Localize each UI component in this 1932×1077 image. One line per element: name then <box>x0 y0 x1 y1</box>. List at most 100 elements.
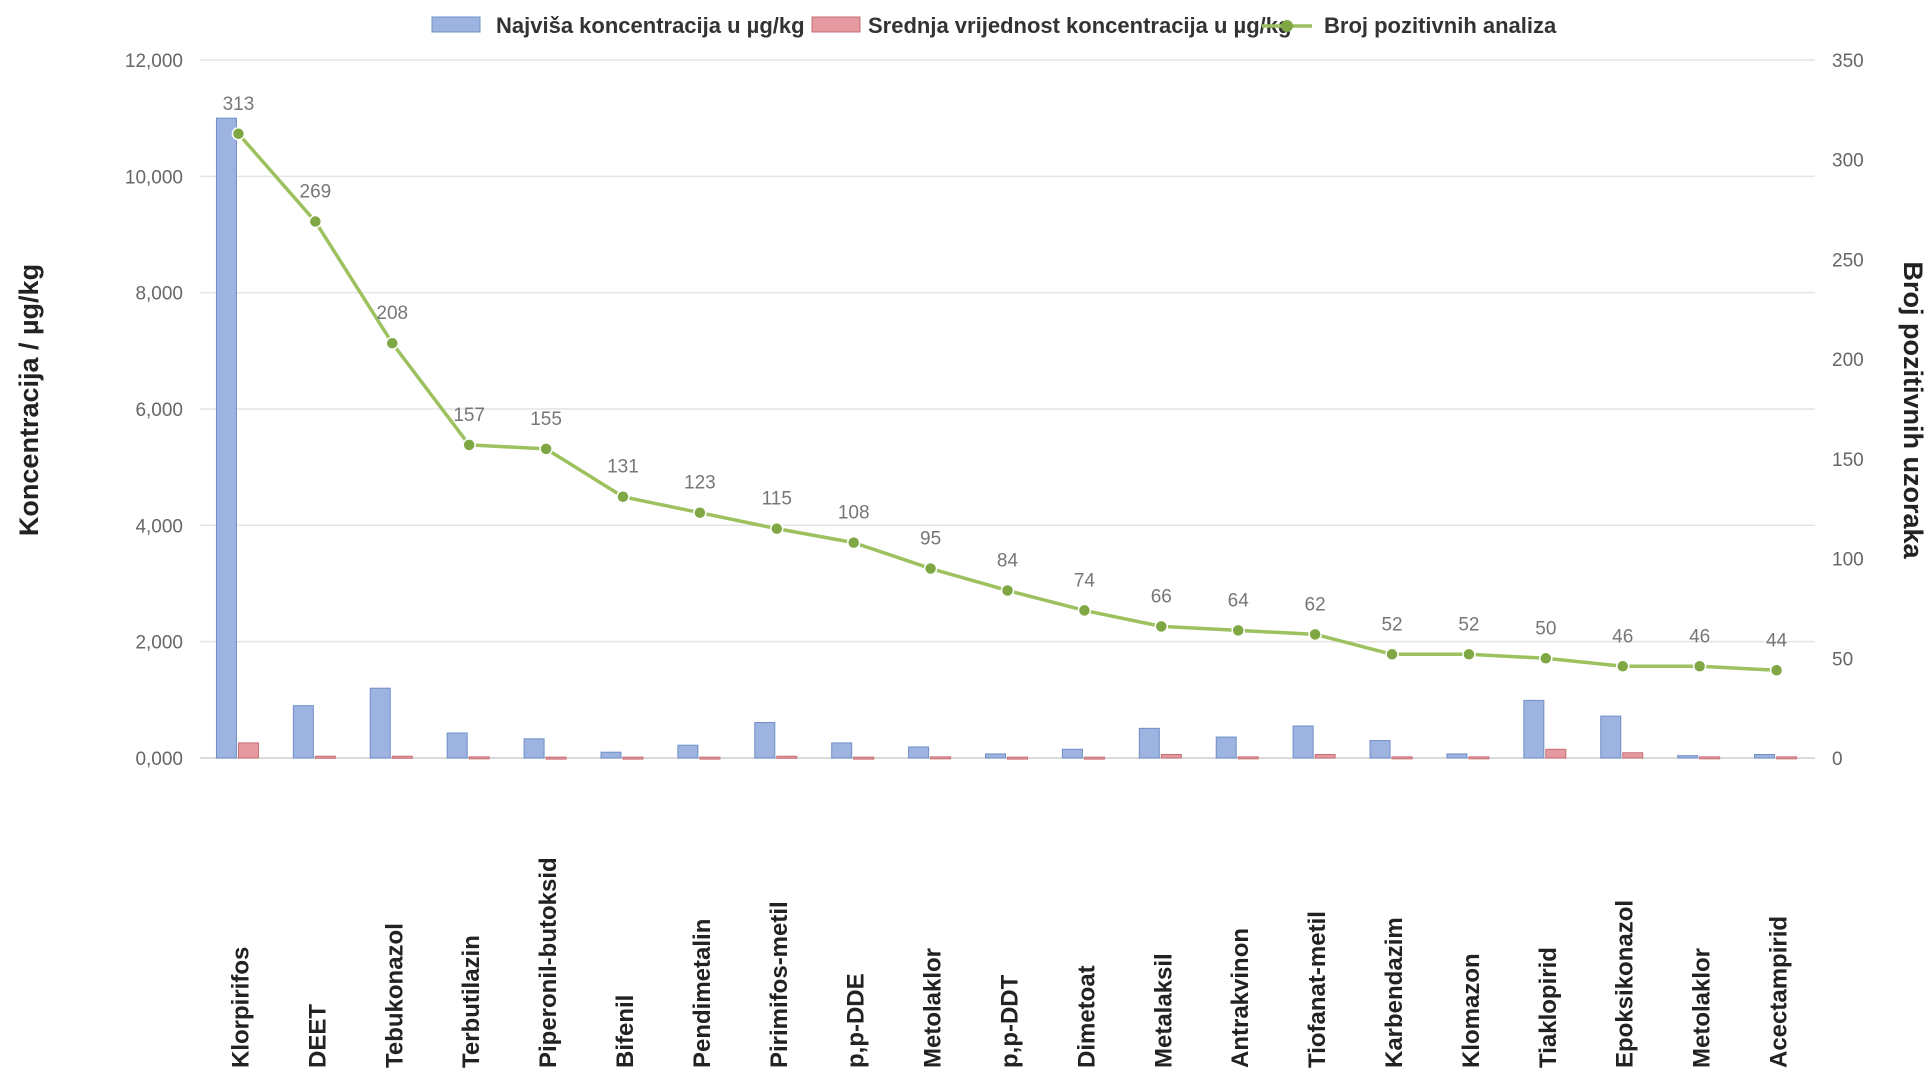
bar-mean-concentration <box>622 756 644 760</box>
line-point <box>1462 647 1476 662</box>
y2-tick-label: 50 <box>1832 649 1853 670</box>
line-point <box>462 438 476 452</box>
y2-tick-label: 300 <box>1832 151 1864 172</box>
data-label: 313 <box>223 94 255 115</box>
bar-max-concentration <box>215 117 237 759</box>
bar-max-concentration <box>831 742 853 759</box>
data-label: 208 <box>376 303 408 324</box>
line-point <box>1769 663 1784 678</box>
category-label: DEET <box>304 1004 331 1068</box>
data-label: 74 <box>1074 570 1096 591</box>
bar-mean-concentration <box>468 756 490 760</box>
y-tick-label: 12,000 <box>125 51 183 72</box>
data-label: 131 <box>607 457 639 478</box>
bar-max-concentration <box>1292 725 1314 759</box>
data-label: 44 <box>1766 630 1788 651</box>
legend-swatch-max <box>431 16 481 33</box>
bar-max-concentration <box>1369 740 1391 759</box>
line-point <box>539 442 553 456</box>
y-axis-right-ticks: 0 50 100 150 200 250 300 350 <box>1832 51 1864 770</box>
bar-mean-concentration <box>391 755 413 759</box>
line-point <box>1385 647 1399 662</box>
data-label: 52 <box>1381 614 1402 635</box>
y-tick-label: 0,000 <box>135 749 183 770</box>
line-point <box>1077 603 1092 618</box>
bar-max-concentration <box>369 687 391 759</box>
bar-mean-concentration <box>1160 754 1182 759</box>
data-label: 66 <box>1151 586 1172 607</box>
data-label: 157 <box>453 405 485 426</box>
category-label: Karbendazim <box>1381 917 1408 1068</box>
data-label: 123 <box>684 473 716 494</box>
category-label: Dimetoat <box>1073 965 1100 1068</box>
bar-mean-concentration <box>1007 756 1028 760</box>
bar-max-concentration <box>754 722 776 759</box>
bar-max-concentration <box>1677 755 1699 759</box>
bar-max-concentration <box>523 738 545 759</box>
category-label: p,p-DDT <box>997 974 1024 1068</box>
data-label: 50 <box>1535 618 1556 639</box>
bar-mean-concentration <box>930 756 952 760</box>
y-tick-label: 2,000 <box>135 633 183 654</box>
y2-tick-label: 150 <box>1832 450 1864 471</box>
y-tick-label: 8,000 <box>135 284 183 305</box>
legend: Najviša koncentracija u µg/kg Srednja vri… <box>431 13 1557 38</box>
y-axis-left-ticks: 0,000 2,000 4,000 6,000 8,000 10,000 12,000 <box>125 51 183 770</box>
line-point <box>693 505 707 520</box>
category-label: Pendimetalin <box>689 919 716 1068</box>
category-label: Terbutilazin <box>458 935 485 1068</box>
category-label: Tiofanat-metil <box>1304 911 1331 1068</box>
data-label: 46 <box>1612 626 1633 647</box>
legend-swatch-mean <box>811 16 861 33</box>
category-label: Antrakvinon <box>1227 928 1254 1068</box>
bar-max-concentration <box>446 732 468 759</box>
category-label: Metalaksil <box>1150 953 1177 1068</box>
data-label: 269 <box>300 182 332 203</box>
line-point <box>1000 583 1015 598</box>
bar-mean-concentration <box>699 756 721 760</box>
category-label: Epoksikonazol <box>1612 900 1639 1068</box>
y2-tick-label: 350 <box>1832 51 1864 72</box>
x-axis-categories: Klorpirifos DEET Tebukonazol Terbutilazin Pi… <box>227 857 1792 1068</box>
bar-mean-concentration <box>545 756 567 760</box>
category-label: Tiaklopirid <box>1535 947 1562 1068</box>
data-label: 155 <box>530 409 562 430</box>
bar-mean-concentration <box>1314 754 1336 759</box>
bar-max-concentration <box>1600 715 1622 759</box>
bar-mean-concentration <box>1083 756 1105 760</box>
y2-tick-label: 100 <box>1832 550 1864 571</box>
y-axis-right-title: Broj pozitivnih uzoraka <box>1898 261 1928 559</box>
bar-max-concentration <box>1523 699 1545 759</box>
line-point <box>231 127 246 141</box>
category-label: Metolaklor <box>1689 948 1716 1068</box>
data-label: 46 <box>1689 626 1710 647</box>
line-point <box>1231 623 1245 638</box>
line-point <box>1154 619 1169 634</box>
category-label: Klomazon <box>1458 953 1485 1068</box>
bar-max-concentration <box>985 753 1006 759</box>
category-label: p,p-DDE <box>843 973 870 1068</box>
y2-tick-label: 200 <box>1832 350 1864 371</box>
bar-mean-concentration <box>1391 756 1413 760</box>
bar-mean-concentration <box>1468 756 1490 760</box>
line-series <box>231 127 1784 678</box>
bar-mean-concentration <box>1545 748 1567 759</box>
legend-label-line: Broj pozitivnih analiza <box>1324 13 1557 38</box>
data-label: 84 <box>997 550 1019 571</box>
bar-max-concentration <box>1061 748 1083 759</box>
category-label: Bifenil <box>612 995 639 1068</box>
bar-mean-concentration <box>1776 756 1798 760</box>
category-label: Acectampirid <box>1766 916 1793 1068</box>
bar-max-concentration <box>1138 727 1160 759</box>
category-label: Piperonil-butoksid <box>535 857 562 1068</box>
bar-max-concentration <box>600 751 622 759</box>
bar-mean-concentration <box>1699 756 1721 760</box>
data-label: 108 <box>838 503 870 524</box>
y2-tick-label: 0 <box>1832 749 1843 770</box>
bars <box>215 117 1798 760</box>
line-point <box>770 521 784 536</box>
line-point <box>385 336 400 350</box>
data-label: 52 <box>1458 614 1479 635</box>
data-label: 64 <box>1228 590 1250 611</box>
line-point <box>1308 627 1322 642</box>
